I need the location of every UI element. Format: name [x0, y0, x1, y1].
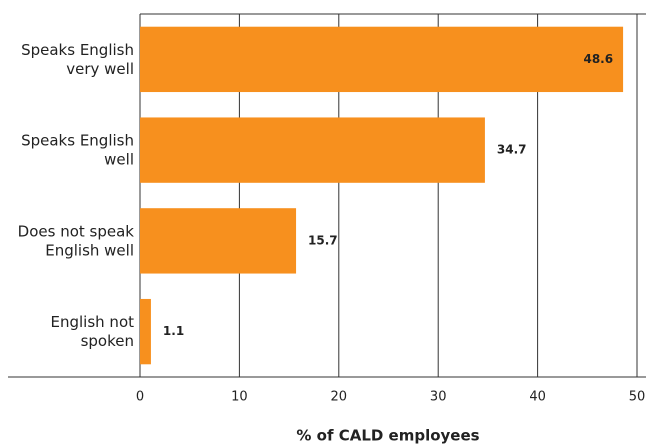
category-label: Does not speak English well: [18, 222, 135, 259]
category-label: Speaks English well: [21, 131, 134, 168]
x-tick-label: 0: [136, 390, 144, 405]
bar: [140, 26, 624, 93]
x-tick-label: 10: [231, 390, 248, 405]
x-tick-label: 40: [529, 390, 546, 405]
x-tick-label: 20: [331, 390, 348, 405]
x-tick-label: 30: [430, 390, 447, 405]
category-label: English not spoken: [51, 313, 135, 350]
value-label: 1.1: [163, 324, 184, 338]
bar: [140, 298, 151, 365]
value-label: 48.6: [583, 52, 613, 66]
value-label: 15.7: [308, 233, 338, 247]
bar: [140, 208, 297, 274]
value-label: 34.7: [497, 143, 527, 157]
bar: [140, 117, 485, 183]
x-tick-label: 50: [629, 390, 646, 405]
x-axis-label: % of CALD employees: [296, 427, 479, 445]
category-label: Speaks English very well: [21, 40, 134, 77]
